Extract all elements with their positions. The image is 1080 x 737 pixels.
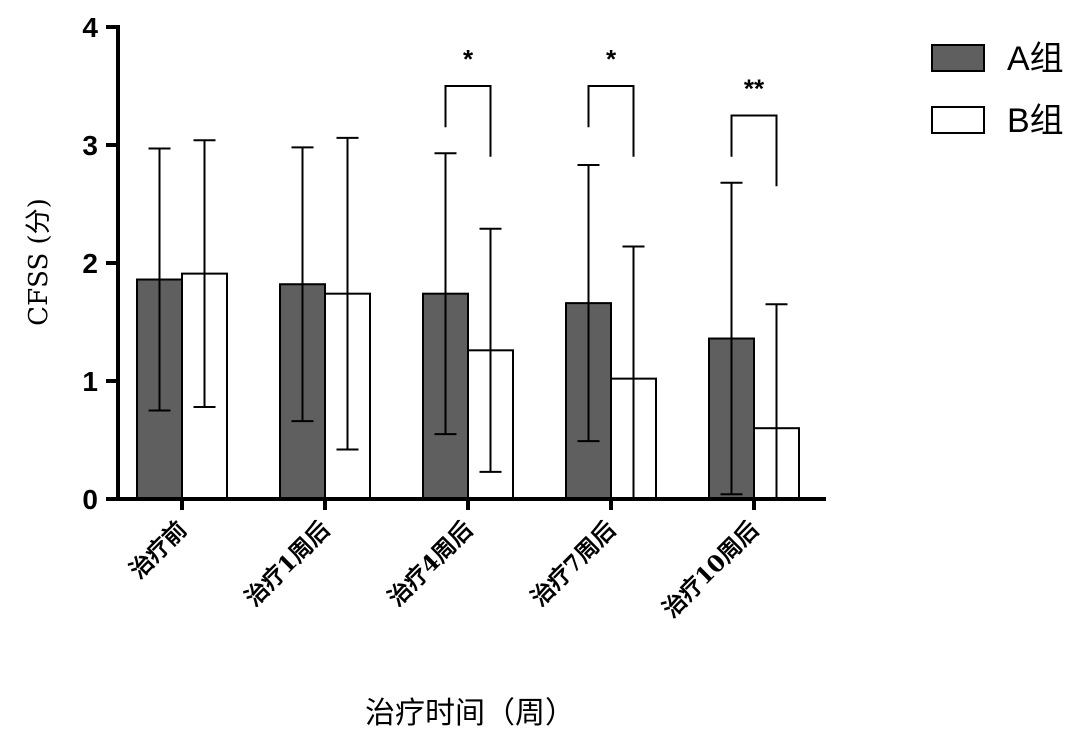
legend-swatch-a: [931, 44, 985, 72]
error-bar-b-1: [336, 136, 359, 451]
legend-label-b: B组: [1007, 102, 1064, 140]
legend-label-a: A组: [1007, 40, 1064, 78]
x-tick-label: 治疗7周后: [526, 516, 621, 611]
x-tick-label: 治疗前: [124, 516, 192, 584]
significance-label-2: *: [463, 44, 474, 74]
significance-layer: * ***: [444, 44, 778, 187]
error-bar-a-1: [291, 146, 314, 423]
y-tick-label: 2: [82, 248, 98, 279]
y-tick-label: 4: [82, 12, 98, 43]
y-tick-label: 1: [82, 366, 98, 397]
error-bar-a-4: [720, 181, 743, 496]
legend: A组 B组: [931, 40, 1064, 140]
y-tick-label: 3: [82, 130, 98, 161]
error-bar-a-0: [148, 147, 171, 412]
x-tick-label: 治疗4周后: [383, 516, 478, 611]
y-tick-label: 0: [82, 484, 98, 515]
significance-bracket-3: [587, 85, 635, 157]
y-axis-label: CFSS (分): [24, 198, 54, 326]
bars-layer: [136, 136, 800, 501]
legend-swatch-b: [931, 106, 985, 134]
x-tick-label: 治疗10周后: [657, 516, 764, 623]
error-bar-a-2: [434, 152, 457, 436]
error-bar-b-2: [479, 227, 502, 473]
significance-bracket-4: [730, 114, 778, 187]
error-bar-b-0: [193, 139, 216, 408]
x-axis-label: 治疗时间（周）: [365, 696, 575, 731]
significance-label-3: *: [606, 44, 617, 74]
x-tick-label: 治疗1周后: [240, 516, 335, 611]
significance-bracket-2: [444, 85, 492, 157]
error-bar-a-3: [577, 164, 600, 443]
significance-label-4: **: [744, 74, 765, 104]
